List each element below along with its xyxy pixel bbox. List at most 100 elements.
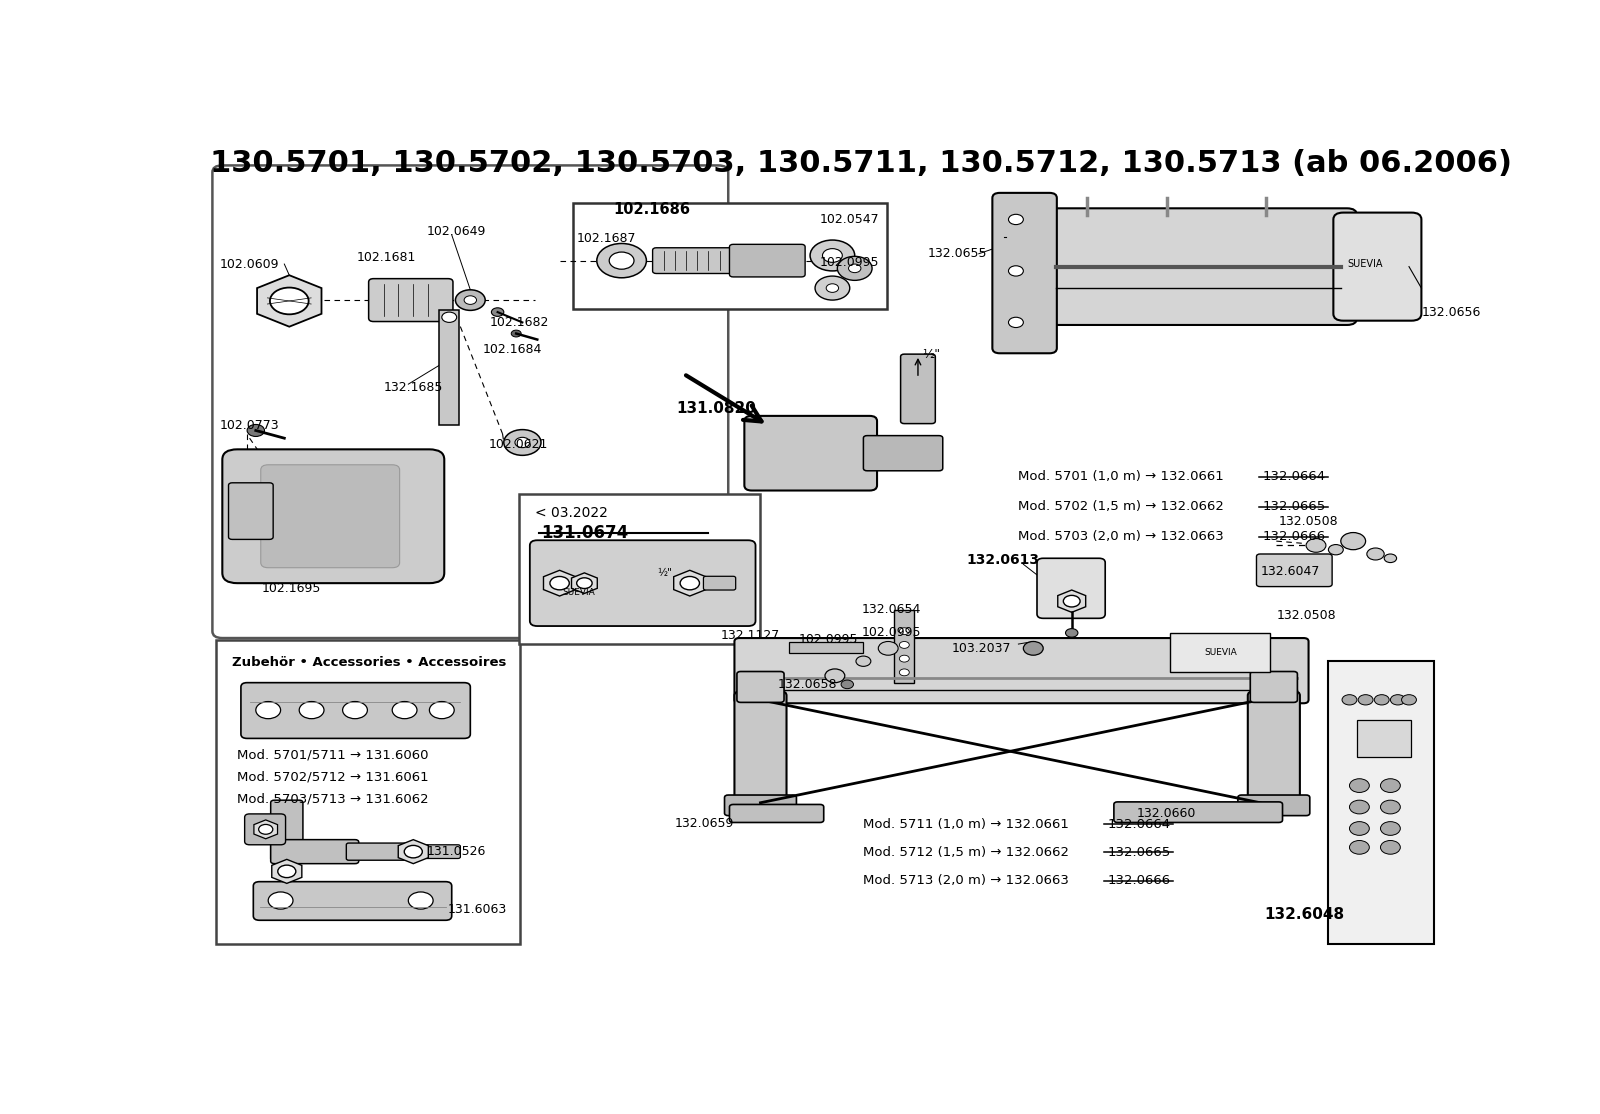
Circle shape xyxy=(1008,317,1024,328)
FancyBboxPatch shape xyxy=(530,540,755,626)
FancyBboxPatch shape xyxy=(346,843,419,860)
Circle shape xyxy=(246,424,264,437)
Text: 102.0773: 102.0773 xyxy=(219,419,280,432)
Circle shape xyxy=(405,846,422,858)
Text: 102.1682: 102.1682 xyxy=(490,316,549,329)
Circle shape xyxy=(259,824,274,834)
Text: 102.0609: 102.0609 xyxy=(219,257,280,271)
FancyBboxPatch shape xyxy=(901,354,936,423)
Text: 132.0613: 132.0613 xyxy=(966,553,1040,567)
Circle shape xyxy=(1008,266,1024,276)
Circle shape xyxy=(429,702,454,719)
Circle shape xyxy=(1390,695,1405,705)
Circle shape xyxy=(1381,822,1400,836)
Circle shape xyxy=(1381,800,1400,814)
Circle shape xyxy=(515,438,530,448)
Circle shape xyxy=(1374,695,1389,705)
FancyBboxPatch shape xyxy=(1328,662,1434,945)
Circle shape xyxy=(456,290,485,311)
Text: 102.0649: 102.0649 xyxy=(427,225,486,238)
Text: 132.0665: 132.0665 xyxy=(1262,500,1326,514)
FancyBboxPatch shape xyxy=(270,800,302,861)
FancyBboxPatch shape xyxy=(1037,558,1106,618)
Circle shape xyxy=(1349,840,1370,854)
Circle shape xyxy=(1024,642,1043,655)
Text: 132.1685: 132.1685 xyxy=(384,381,443,394)
Polygon shape xyxy=(544,570,576,596)
Text: 130.5701, 130.5702, 130.5703, 130.5711, 130.5712, 130.5713 (ab 06.2006): 130.5701, 130.5702, 130.5703, 130.5711, … xyxy=(210,149,1512,178)
Text: 132.0660: 132.0660 xyxy=(1136,807,1195,820)
FancyBboxPatch shape xyxy=(270,840,358,863)
Polygon shape xyxy=(571,573,597,594)
FancyBboxPatch shape xyxy=(261,465,400,568)
FancyBboxPatch shape xyxy=(229,482,274,539)
Circle shape xyxy=(810,240,854,271)
Circle shape xyxy=(848,264,861,273)
Circle shape xyxy=(1341,532,1366,549)
Text: 132.0508: 132.0508 xyxy=(1278,515,1339,528)
Text: 132.0666: 132.0666 xyxy=(1107,874,1171,888)
Circle shape xyxy=(837,256,872,281)
Circle shape xyxy=(1008,214,1024,225)
Circle shape xyxy=(1381,779,1400,792)
Text: 131.0674: 131.0674 xyxy=(541,524,629,541)
FancyBboxPatch shape xyxy=(734,691,787,807)
Circle shape xyxy=(512,330,522,336)
Text: 102.0995: 102.0995 xyxy=(862,626,922,639)
Text: Mod. 5703 (2,0 m) → 132.0663: Mod. 5703 (2,0 m) → 132.0663 xyxy=(1019,530,1232,544)
Text: 102.0621: 102.0621 xyxy=(490,438,549,451)
Text: Mod. 5701 (1,0 m) → 132.0661: Mod. 5701 (1,0 m) → 132.0661 xyxy=(1019,470,1232,483)
FancyBboxPatch shape xyxy=(1250,672,1298,703)
FancyBboxPatch shape xyxy=(734,638,1309,703)
FancyBboxPatch shape xyxy=(1040,208,1357,325)
Text: SUEVIA: SUEVIA xyxy=(1205,648,1237,657)
Circle shape xyxy=(278,866,296,878)
Circle shape xyxy=(464,296,477,304)
Text: < 03.2022: < 03.2022 xyxy=(534,506,608,520)
FancyBboxPatch shape xyxy=(730,244,805,277)
FancyBboxPatch shape xyxy=(1114,802,1283,822)
Text: Mod. 5713 (2,0 m) → 132.0663: Mod. 5713 (2,0 m) → 132.0663 xyxy=(864,874,1078,888)
Circle shape xyxy=(270,287,309,314)
FancyBboxPatch shape xyxy=(424,844,461,859)
Circle shape xyxy=(899,668,909,676)
Circle shape xyxy=(1384,554,1397,563)
FancyBboxPatch shape xyxy=(1256,554,1333,587)
Circle shape xyxy=(1064,595,1080,607)
FancyBboxPatch shape xyxy=(1357,720,1411,758)
Polygon shape xyxy=(1058,590,1086,613)
Circle shape xyxy=(1349,779,1370,792)
Circle shape xyxy=(256,702,280,719)
Circle shape xyxy=(392,702,418,719)
Text: 131.0526: 131.0526 xyxy=(427,846,486,858)
Circle shape xyxy=(269,892,293,909)
FancyBboxPatch shape xyxy=(1333,213,1421,321)
Text: 102.0547: 102.0547 xyxy=(819,213,880,226)
Text: Mod. 5711 (1,0 m) → 132.0661: Mod. 5711 (1,0 m) → 132.0661 xyxy=(864,818,1078,831)
Bar xyxy=(789,643,864,653)
FancyBboxPatch shape xyxy=(213,165,728,638)
Text: 132.6048: 132.6048 xyxy=(1264,907,1344,921)
Circle shape xyxy=(442,312,456,322)
Text: 132.0666: 132.0666 xyxy=(1262,530,1325,544)
Text: 131.0820: 131.0820 xyxy=(677,401,757,416)
FancyBboxPatch shape xyxy=(1170,633,1270,673)
Circle shape xyxy=(814,276,850,300)
Text: 102.0995: 102.0995 xyxy=(798,633,859,646)
Text: Mod. 5712 (1,5 m) → 132.0662: Mod. 5712 (1,5 m) → 132.0662 xyxy=(864,846,1078,859)
Text: 132.0664: 132.0664 xyxy=(1107,818,1171,831)
Circle shape xyxy=(597,244,646,277)
Circle shape xyxy=(1402,695,1416,705)
Circle shape xyxy=(1358,695,1373,705)
Circle shape xyxy=(342,702,368,719)
Text: 132.0655: 132.0655 xyxy=(928,247,987,261)
Circle shape xyxy=(899,642,909,648)
Text: 132.0654: 132.0654 xyxy=(862,604,922,616)
FancyBboxPatch shape xyxy=(573,203,886,309)
Polygon shape xyxy=(398,840,429,863)
Text: 131.6063: 131.6063 xyxy=(448,903,507,917)
FancyBboxPatch shape xyxy=(992,193,1058,353)
FancyBboxPatch shape xyxy=(216,639,520,945)
FancyBboxPatch shape xyxy=(242,683,470,739)
Circle shape xyxy=(680,576,699,589)
